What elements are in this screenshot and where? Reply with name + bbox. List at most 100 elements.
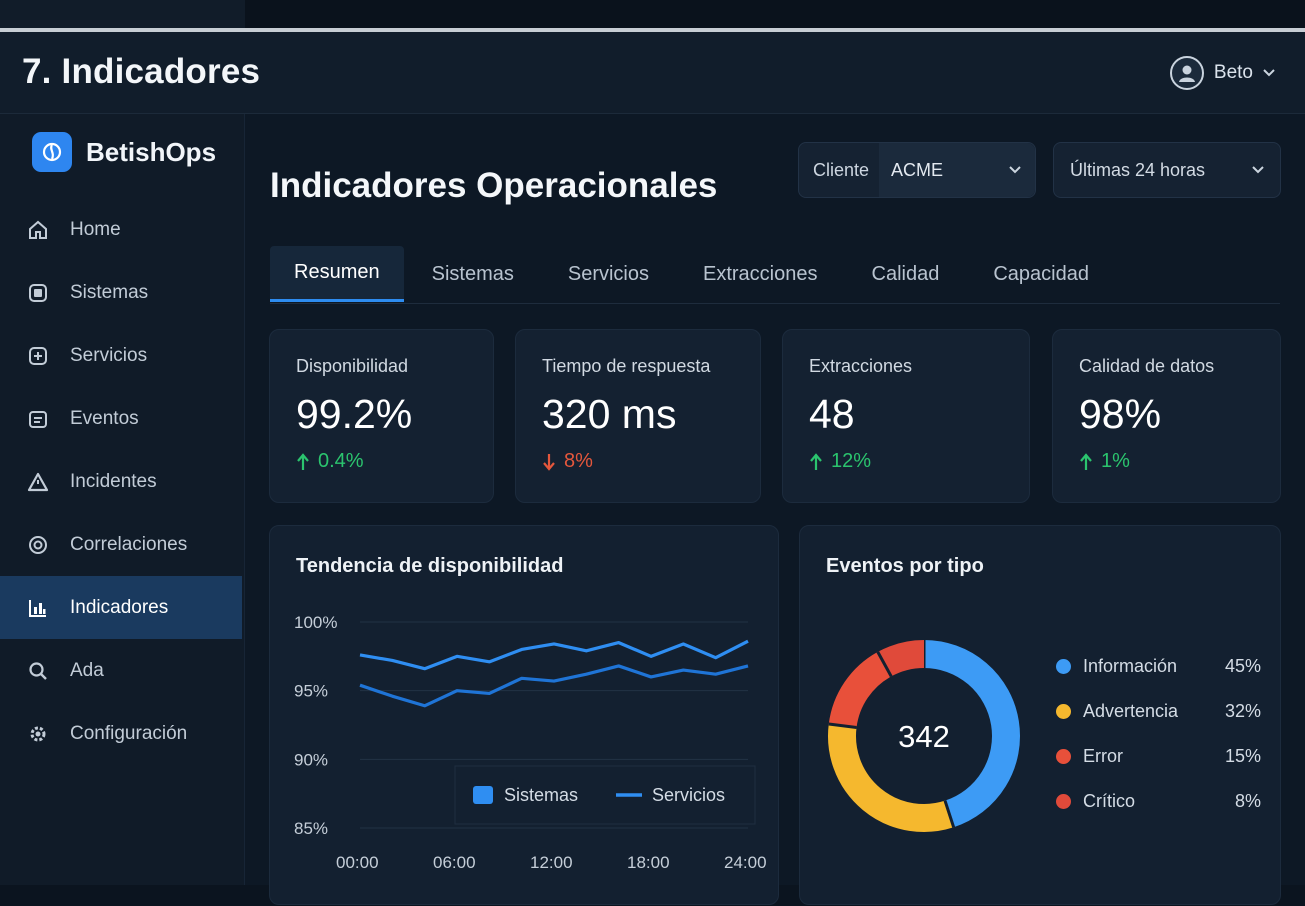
kpi-delta-value: 0.4% bbox=[318, 450, 364, 472]
sidebar-item-incidentes[interactable]: Incidentes bbox=[0, 450, 245, 513]
y-tick-label: 85% bbox=[294, 819, 328, 838]
kpi-card-tiempo-respuesta: Tiempo de respuesta 320 ms 8% bbox=[515, 329, 761, 503]
top-strip bbox=[0, 0, 1305, 32]
client-filter[interactable]: Cliente ACME bbox=[798, 142, 1036, 198]
donut-slice-3 bbox=[877, 640, 925, 677]
kpi-card-extracciones: Extracciones 48 12% bbox=[782, 329, 1030, 503]
tab-extracciones[interactable]: Extracciones bbox=[703, 262, 818, 285]
tab-bar: Resumen Sistemas Servicios Extracciones … bbox=[270, 246, 1280, 304]
kpi-label: Disponibilidad bbox=[296, 356, 409, 376]
legend-percent: 8% bbox=[1234, 791, 1261, 811]
events-donut-chart: 342 bbox=[828, 640, 1020, 832]
tab-capacidad[interactable]: Capacidad bbox=[993, 262, 1089, 285]
tab-calidad[interactable]: Calidad bbox=[871, 262, 940, 285]
y-tick-label: 90% bbox=[294, 750, 328, 769]
legend-box bbox=[454, 765, 756, 825]
x-tick-label: 00:00 bbox=[336, 853, 379, 872]
kpi-label: Tiempo de respuesta bbox=[542, 356, 711, 376]
kpi-value: 320 ms bbox=[542, 391, 677, 437]
brand[interactable]: BetishOps bbox=[32, 132, 216, 172]
chevron-down-icon bbox=[1263, 69, 1275, 77]
sidebar-item-ada[interactable]: Ada bbox=[0, 639, 245, 702]
y-tick-label: 100% bbox=[294, 613, 337, 632]
sidebar-item-home[interactable]: Home bbox=[0, 198, 245, 261]
donut-slice-2 bbox=[828, 651, 892, 729]
x-tick-label: 12:00 bbox=[530, 853, 573, 872]
slice-separator bbox=[828, 722, 857, 729]
chart-icon bbox=[26, 596, 50, 620]
time-range-value: Últimas 24 horas bbox=[1070, 159, 1206, 180]
legend-label: Advertencia bbox=[1083, 701, 1179, 721]
legend-percent: 15% bbox=[1224, 746, 1261, 766]
arrow-up-icon bbox=[810, 452, 822, 470]
sidebar-item-label: Ada bbox=[70, 659, 104, 681]
client-select-value: ACME bbox=[891, 159, 944, 180]
kpi-delta-value: 12% bbox=[831, 450, 872, 472]
legend-dot bbox=[1056, 749, 1071, 764]
legend-dot bbox=[1056, 704, 1071, 719]
brand-name: BetishOps bbox=[86, 136, 217, 167]
donut-slice-0 bbox=[923, 640, 1020, 828]
sidebar-item-indicadores[interactable]: Indicadores bbox=[0, 576, 242, 639]
chevron-down-icon bbox=[1009, 166, 1021, 174]
legend-label: Crítico bbox=[1083, 791, 1136, 811]
sidebar-item-eventos[interactable]: Eventos bbox=[0, 387, 245, 450]
sidebar-item-label: Home bbox=[70, 218, 121, 240]
kpi-delta: 1% bbox=[1079, 450, 1254, 473]
legend-item: Crítico 8% bbox=[1056, 791, 1261, 812]
legend-label: Información bbox=[1083, 656, 1178, 676]
sidebar-item-label: Sistemas bbox=[70, 281, 149, 303]
page-title: Indicadores Operacionales bbox=[270, 166, 718, 205]
gear-icon bbox=[26, 722, 50, 746]
chevron-down-icon bbox=[1252, 166, 1264, 174]
legend-label: Sistemas bbox=[504, 785, 578, 805]
y-tick-label: 95% bbox=[294, 682, 328, 701]
chart-title: Eventos por tipo bbox=[826, 555, 984, 577]
legend-percent: 32% bbox=[1224, 701, 1261, 721]
sidebar-item-servicios[interactable]: Servicios bbox=[0, 324, 245, 387]
sidebar-item-label: Incidentes bbox=[70, 470, 157, 492]
sidebar-item-sistemas[interactable]: Sistemas bbox=[0, 261, 245, 324]
sidebar-nav: Home Sistemas Servicios Eventos bbox=[0, 198, 245, 765]
window-title: 7. Indicadores bbox=[22, 52, 261, 91]
top-strip-left bbox=[0, 0, 245, 30]
sidebar: BetishOps Home Sistemas Servicios bbox=[0, 114, 245, 885]
x-tick-label: 18:00 bbox=[627, 853, 670, 872]
legend-label: Error bbox=[1083, 746, 1123, 766]
time-range-select[interactable]: Últimas 24 horas bbox=[1053, 142, 1281, 198]
services-icon bbox=[26, 344, 50, 368]
chart-title: Tendencia de disponibilidad bbox=[296, 555, 564, 577]
kpi-delta-value: 1% bbox=[1101, 450, 1130, 472]
tab-resumen[interactable]: Resumen bbox=[270, 246, 404, 302]
sidebar-item-label: Servicios bbox=[70, 344, 148, 366]
tab-servicios[interactable]: Servicios bbox=[567, 262, 649, 285]
warning-icon bbox=[26, 470, 50, 494]
sidebar-item-label: Eventos bbox=[70, 407, 139, 429]
sidebar-item-configuracion[interactable]: Configuración bbox=[0, 702, 245, 765]
client-select[interactable]: ACME bbox=[879, 143, 1035, 197]
legend-item: Información 45% bbox=[1056, 656, 1261, 677]
tab-sistemas[interactable]: Sistemas bbox=[431, 262, 514, 285]
legend-swatch-sistemas bbox=[473, 786, 493, 804]
series-line-servicios bbox=[359, 664, 749, 708]
kpi-value: 99.2% bbox=[296, 391, 413, 437]
x-tick-label: 06:00 bbox=[433, 853, 476, 872]
sidebar-item-label: Indicadores bbox=[70, 596, 169, 618]
legend-dot bbox=[1056, 794, 1071, 809]
home-icon bbox=[26, 218, 50, 242]
search-icon bbox=[26, 659, 50, 683]
window-header: 7. Indicadores Beto bbox=[0, 32, 1305, 114]
events-by-type-panel: Eventos por tipo 342 Información 45% Adver… bbox=[799, 525, 1281, 905]
arrow-down-icon bbox=[543, 453, 555, 471]
sidebar-item-correlaciones[interactable]: Correlaciones bbox=[0, 513, 245, 576]
kpi-delta: 0.4% bbox=[296, 450, 467, 473]
legend-dot bbox=[1056, 659, 1071, 674]
kpi-delta-value: 8% bbox=[564, 450, 593, 472]
kpi-value: 98% bbox=[1079, 391, 1162, 437]
user-menu[interactable]: Beto bbox=[1169, 56, 1275, 90]
arrow-up-icon bbox=[297, 452, 309, 470]
kpi-delta: 12% bbox=[809, 450, 1003, 473]
legend-percent: 45% bbox=[1224, 656, 1261, 676]
legend-item: Error 15% bbox=[1056, 746, 1261, 767]
sidebar-item-label: Configuración bbox=[70, 722, 188, 744]
